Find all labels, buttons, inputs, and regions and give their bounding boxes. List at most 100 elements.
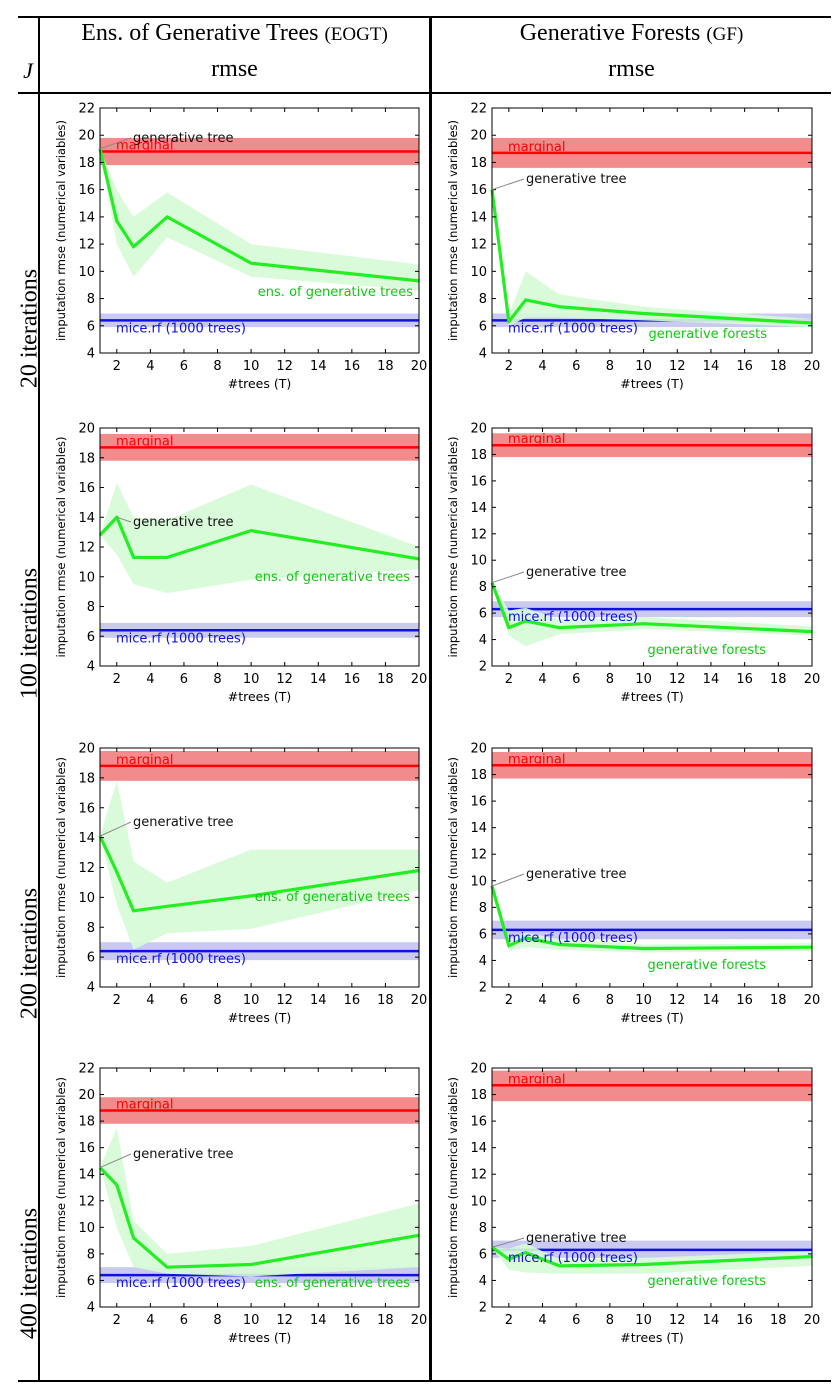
chart-2: 2 4 6 8 10 12 14 16 18 20 4 6 8 10 12 14 16 18 20 22 #trees … [446, 102, 820, 392]
annotation-generative-tree: generative tree [133, 1147, 233, 1162]
x-tick-label: 12 [276, 993, 293, 1008]
x-tick-label: 18 [377, 359, 394, 374]
y-tick-label: 10 [470, 874, 487, 889]
series-line [98, 515, 420, 561]
annotation-leader-line [99, 1153, 132, 1169]
series-line [98, 835, 420, 913]
x-tick-label: 10 [635, 1313, 652, 1328]
x-tick-label: 16 [736, 672, 753, 687]
y-tick-label: 12 [78, 861, 95, 876]
series-name-label: ens. of generative trees [255, 1276, 410, 1291]
y-tick-label: 18 [78, 451, 95, 466]
corner-label-j: J [23, 58, 33, 83]
y-tick-label: 10 [78, 265, 95, 280]
chart-8: 2 4 6 8 10 12 14 16 18 20 2 4 6 8 10 12 14 16 18 20 #trees (… [446, 1062, 820, 1346]
x-tick-label: 6 [572, 1313, 580, 1328]
chart-3: 2 4 6 8 10 12 14 16 18 20 4 6 8 10 12 14 16 18 20 #trees (T… [54, 422, 427, 705]
y-tick-label: 8 [479, 901, 487, 916]
x-axis-label: #trees (T) [228, 1330, 292, 1345]
x-tick-label: 6 [572, 993, 580, 1008]
plot-frame [491, 427, 813, 667]
y-tick-label: 20 [470, 742, 487, 757]
y-tick-label: 14 [470, 210, 487, 225]
series-confidence-band [100, 1127, 419, 1277]
y-tick-label: 10 [470, 554, 487, 569]
mice-label: mice.rf (1000 trees) [508, 1251, 638, 1266]
x-tick-label: 10 [635, 993, 652, 1008]
y-tick-label: 20 [470, 1062, 487, 1077]
x-tick-label: 6 [572, 359, 580, 374]
y-tick-label: 20 [78, 129, 95, 144]
x-axis-label: #trees (T) [228, 376, 292, 391]
marginal-label: marginal [116, 753, 173, 768]
column-header-eogt-metric: rmse [211, 56, 258, 82]
y-tick-label: 20 [78, 742, 95, 757]
chart-5: 2 4 6 8 10 12 14 16 18 20 4 6 8 10 12 14 16 18 20 #trees (T… [54, 742, 427, 1026]
y-tick-label: 2 [479, 1301, 487, 1316]
annotation-leader-line [491, 873, 525, 887]
y-tick-label: 14 [470, 821, 487, 836]
x-axis-label: #trees (T) [228, 689, 292, 704]
y-tick-label: 8 [479, 292, 487, 307]
x-tick-label: 8 [606, 672, 614, 687]
x-tick-label: 14 [310, 359, 327, 374]
x-tick-label: 16 [344, 359, 361, 374]
chart-4: 2 4 6 8 10 12 14 16 18 20 2 4 6 8 10 12 14 16 18 20 #trees (… [446, 422, 820, 705]
x-tick-label: 16 [344, 1313, 361, 1328]
y-tick-label: 16 [78, 1141, 95, 1156]
annotation-leader-line [99, 137, 132, 150]
x-tick-label: 10 [243, 359, 260, 374]
series-name-label: ens. of generative trees [255, 570, 410, 585]
y-tick-label: 12 [470, 1168, 487, 1183]
chart-6: 2 4 6 8 10 12 14 16 18 20 2 4 6 8 10 12 14 16 18 20 #trees (… [446, 742, 820, 1026]
y-tick-label: 4 [479, 633, 487, 648]
x-tick-label: 2 [505, 1313, 513, 1328]
y-tick-label: 10 [78, 891, 95, 906]
plot-frame [99, 1067, 420, 1308]
x-tick-label: 10 [243, 672, 260, 687]
y-tick-label: 6 [87, 630, 95, 645]
y-tick-label: 10 [470, 1194, 487, 1209]
series-confidence-band [100, 483, 419, 594]
y-tick-label: 8 [87, 600, 95, 615]
y-tick-label: 12 [78, 541, 95, 556]
mice-label: mice.rf (1000 trees) [116, 321, 246, 336]
marginal-label: marginal [508, 140, 565, 155]
mice-label: mice.rf (1000 trees) [116, 631, 246, 646]
x-tick-label: 2 [113, 1313, 121, 1328]
x-axis-label: #trees (T) [620, 689, 684, 704]
x-tick-label: 18 [770, 993, 787, 1008]
x-tick-label: 8 [606, 1313, 614, 1328]
y-tick-label: 12 [78, 1194, 95, 1209]
y-tick-label: 18 [78, 771, 95, 786]
x-tick-label: 4 [538, 359, 546, 374]
bottom-rule [18, 1380, 831, 1382]
y-tick-label: 2 [479, 981, 487, 996]
annotation-leader-line [116, 516, 132, 523]
y-tick-label: 18 [78, 1115, 95, 1130]
marginal-label: marginal [508, 752, 565, 767]
x-tick-label: 12 [276, 672, 293, 687]
series-line [490, 885, 813, 951]
y-tick-label: 8 [479, 1221, 487, 1236]
x-tick-label: 6 [572, 672, 580, 687]
x-tick-label: 2 [505, 359, 513, 374]
x-tick-label: 10 [243, 1313, 260, 1328]
y-tick-label: 12 [470, 527, 487, 542]
marginal-label: marginal [116, 434, 173, 449]
x-tick-label: 16 [344, 672, 361, 687]
x-tick-label: 12 [276, 359, 293, 374]
header-rule [18, 92, 831, 94]
x-axis-label: #trees (T) [620, 1010, 684, 1025]
x-tick-label: 2 [505, 993, 513, 1008]
series-confidence-band [492, 582, 812, 647]
x-tick-label: 14 [703, 1313, 720, 1328]
column-header-eogt-abbr: (EOGT) [324, 24, 388, 45]
series-line [491, 1245, 813, 1268]
y-axis-label: imputation rmse (numerical variables) [446, 120, 460, 341]
y-tick-label: 18 [470, 156, 487, 171]
y-tick-label: 6 [479, 1247, 487, 1262]
y-tick-label: 10 [78, 1221, 95, 1236]
x-tick-label: 6 [180, 359, 188, 374]
x-tick-label: 20 [804, 993, 821, 1008]
